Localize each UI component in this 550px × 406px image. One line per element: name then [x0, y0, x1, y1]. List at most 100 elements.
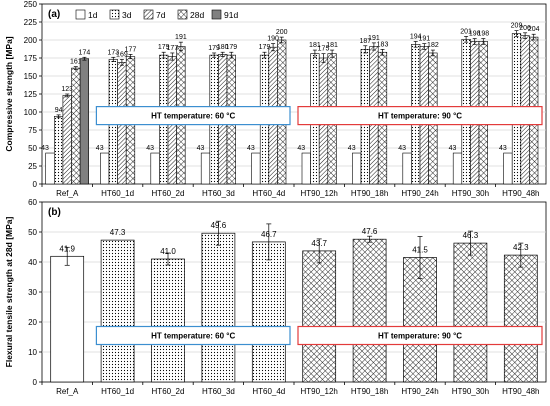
bar: [150, 152, 160, 185]
bar: [50, 255, 85, 383]
data-label: 190: [267, 36, 279, 43]
data-label: 161: [70, 59, 82, 66]
data-label: 179: [225, 44, 237, 51]
y-tick-label: 30: [28, 288, 37, 297]
legend-swatch: [211, 9, 222, 20]
y-tick-label: 50: [28, 144, 37, 153]
data-label: 43.7: [311, 239, 327, 248]
legend-label: 28d: [190, 10, 204, 20]
bar: [53, 116, 64, 185]
bar: [301, 152, 311, 185]
data-label: 198: [469, 31, 481, 38]
legend-label: 3d: [122, 10, 132, 20]
legend-swatch: [143, 9, 154, 20]
data-label: 180: [217, 44, 229, 51]
data-label: 43: [197, 145, 205, 152]
data-label: 177: [125, 46, 137, 53]
x-tick-label: Ref_A: [56, 189, 79, 198]
data-label: 43: [297, 145, 305, 152]
data-label: 209: [511, 23, 523, 30]
x-tick-label: HT90_12h: [301, 387, 338, 396]
x-tick-label: Ref_A: [56, 387, 79, 396]
data-label: 201: [460, 28, 472, 35]
data-label: 123: [61, 86, 73, 93]
y-tick-label: 125: [24, 90, 38, 99]
legend-swatch: [177, 9, 188, 20]
x-tick-label: HT60_1d: [101, 189, 134, 198]
bar: [201, 232, 236, 383]
data-label: 200: [276, 29, 288, 36]
x-tick-label: HT90_18h: [351, 387, 388, 396]
data-label: 43: [96, 145, 104, 152]
data-label: 187: [359, 38, 371, 45]
data-label: 179: [158, 44, 170, 51]
legend-label: 91d: [224, 10, 238, 20]
legend-label: 1d: [88, 10, 98, 20]
data-label: 43: [348, 145, 356, 152]
ht-annotation-box: [297, 325, 543, 346]
data-label: 46.3: [463, 231, 479, 240]
x-tick-label: HT90_30h: [452, 387, 489, 396]
bar: [453, 242, 488, 383]
bar: [79, 58, 89, 185]
data-label: 43: [146, 145, 154, 152]
bar: [402, 152, 412, 185]
data-label: 175: [318, 46, 330, 53]
data-label: 43: [398, 145, 406, 152]
flexural-strength-chart: 0 10 20 30 40 50 60 Ref_A HT60_1d HT60_2d HT60_3d H…: [4, 198, 547, 396]
bar: [251, 152, 261, 185]
data-label: 191: [368, 35, 380, 42]
bar: [452, 152, 463, 185]
ht-annotation-box: [95, 105, 291, 126]
legend-label: 7d: [156, 10, 166, 20]
y-tick-label: 20: [28, 318, 37, 327]
y-tick-label: 200: [24, 36, 38, 45]
legend-swatch: [109, 9, 120, 20]
bar: [62, 95, 72, 185]
ht-annotation-text: HT temperature: 90 °C: [378, 332, 462, 341]
data-label: 49.6: [211, 221, 227, 230]
data-label: 179: [208, 45, 220, 52]
ht-annotation-text: HT temperature: 90 °C: [378, 112, 462, 121]
data-label: 194: [410, 33, 422, 40]
x-tick-label: HT90_12h: [301, 189, 338, 198]
data-label: 43: [499, 145, 507, 152]
bar: [71, 67, 81, 185]
data-label: 47.6: [362, 227, 378, 236]
bar: [251, 241, 286, 383]
data-label: 179: [259, 44, 271, 51]
x-tick-label: HT60_4d: [252, 189, 285, 198]
bar: [200, 152, 211, 185]
data-label: 169: [116, 51, 128, 58]
bar: [45, 152, 55, 185]
y-axis-label: Flexural tensile strength at 28d [MPa]: [4, 216, 14, 367]
panel-label: (b): [48, 207, 61, 218]
data-label: 181: [309, 42, 321, 49]
bar: [151, 258, 185, 383]
data-label: 46.7: [261, 230, 277, 239]
y-axis-label: Compressive strength [MPa]: [4, 36, 14, 151]
compressive-strength-chart: 0 25 50 75 100 125 150 175 200 225 250 Ref_A HT60_1d…: [4, 0, 547, 198]
ht-annotation-box: [297, 105, 543, 126]
data-label: 174: [79, 49, 91, 56]
bar: [302, 250, 337, 383]
x-tick-label: HT60_3d: [202, 189, 235, 198]
y-tick-label: 150: [24, 72, 38, 81]
data-label: 173: [107, 49, 119, 56]
legend-swatch: [75, 9, 86, 20]
legend: 1d 3d 7d 28d 91d: [75, 9, 238, 20]
data-label: 206: [519, 25, 531, 32]
bar: [352, 238, 387, 383]
ht-annotation-text: HT temperature: 60 °C: [151, 332, 235, 341]
y-tick-label: 40: [28, 258, 37, 267]
panel-label: (a): [48, 9, 60, 20]
x-tick-label: HT90_48h: [502, 387, 539, 396]
x-tick-label: HT60_4d: [252, 387, 285, 396]
x-tick-label: HT90_18h: [351, 189, 388, 198]
y-tick-label: 0: [33, 180, 38, 189]
data-label: 41.5: [412, 246, 428, 255]
data-label: 183: [377, 41, 389, 48]
data-label: 42.3: [513, 243, 529, 252]
data-label: 41.0: [160, 247, 176, 256]
